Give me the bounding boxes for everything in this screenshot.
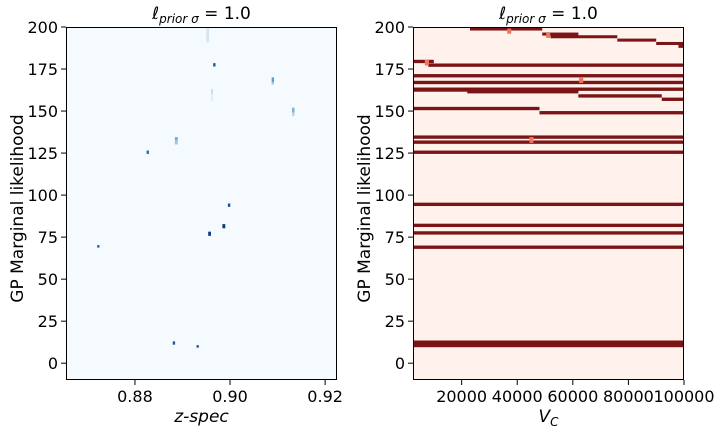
heatmap-highlight-1 <box>546 32 551 38</box>
x-axis-label-zspec: z-spec <box>173 407 229 427</box>
heatmap-band-2 <box>550 35 618 39</box>
x-tick-label: 40000 <box>492 387 543 406</box>
x-tick-label: 60000 <box>547 387 598 406</box>
heatmap-band-4 <box>656 41 684 45</box>
heatmap-highlight-0 <box>507 28 512 34</box>
heatmap-cell-0 <box>206 27 210 43</box>
y-tick-label: 0 <box>395 354 405 373</box>
y-tick-label: 175 <box>374 60 405 79</box>
heatmap-panel-vc: 20000 40000 60000 80000 100000 0 25 50 75 100 125… <box>355 4 715 429</box>
heatmap-cell-4 <box>211 89 213 95</box>
heatmap-band-15 <box>413 106 540 111</box>
heatmap-panel-zspec: 0.88 0.90 0.92 0 25 50 75 100 125 150 175 200 ℓpri… <box>8 4 343 427</box>
y-tick-label: 75 <box>385 228 405 247</box>
heatmap-highlight-4 <box>529 137 534 143</box>
y-tick-label: 100 <box>374 186 405 205</box>
y-tick-label: 50 <box>385 270 405 289</box>
y-tick-label: 25 <box>385 312 405 331</box>
heatmap-cell-6 <box>292 107 295 113</box>
heatmap-cell-9 <box>174 140 178 145</box>
x-tick-label: 0.90 <box>212 387 248 406</box>
heatmap-band-21 <box>413 223 684 228</box>
y-axis-ticks-zspec: 0 25 50 75 100 125 150 175 200 <box>27 18 66 373</box>
heatmap-band-23 <box>413 245 684 249</box>
heatmap-highlight-2 <box>424 59 429 66</box>
heatmap-cell-1 <box>213 63 216 67</box>
y-axis-label-vc: GP Marginal likelihood <box>355 114 375 302</box>
axes-frame-zspec <box>66 27 337 380</box>
heatmap-band-9 <box>413 80 684 85</box>
heatmap-band-13 <box>578 94 662 98</box>
y-tick-label: 25 <box>38 312 58 331</box>
heatmap-cell-5 <box>211 94 213 101</box>
heatmap-cell-8 <box>174 137 178 141</box>
heatmap-band-24 <box>413 340 684 348</box>
y-tick-label: 50 <box>38 270 58 289</box>
heatmap-band-3 <box>617 38 657 42</box>
heatmap-bands-vc <box>413 27 684 348</box>
x-tick-label: 100000 <box>653 387 714 406</box>
heatmap-cell-14 <box>97 245 100 248</box>
heatmap-band-1 <box>542 32 579 36</box>
heatmap-band-12 <box>467 90 579 94</box>
heatmap-band-0 <box>469 27 543 31</box>
heatmap-band-20 <box>413 202 684 207</box>
heatmap-cell-10 <box>146 150 149 154</box>
heatmap-band-17 <box>413 135 684 139</box>
x-axis-ticks-zspec: 0.88 0.90 0.92 <box>117 380 343 406</box>
y-tick-label: 150 <box>27 102 58 121</box>
heatmap-band-16 <box>539 111 684 115</box>
heatmap-band-7 <box>428 63 684 67</box>
heatmap-band-19 <box>413 150 684 154</box>
heatmap-band-6 <box>413 59 434 64</box>
plot-area-zspec <box>66 27 337 380</box>
x-tick-label: 0.88 <box>117 387 153 406</box>
heatmap-band-10 <box>413 87 684 91</box>
y-tick-label: 150 <box>374 102 405 121</box>
heatmap-cell-16 <box>196 345 199 348</box>
heatmap-band-11 <box>413 88 468 92</box>
axes-frame-vc <box>413 27 684 380</box>
heatmap-band-18 <box>413 140 684 144</box>
x-tick-label: 20000 <box>436 387 487 406</box>
heatmap-band-8 <box>413 74 684 78</box>
x-axis-ticks-vc: 20000 40000 60000 80000 100000 <box>436 380 715 406</box>
x-axis-label-vc: VC <box>538 407 559 429</box>
heatmap-cell-12 <box>222 224 226 229</box>
y-tick-label: 200 <box>27 18 58 37</box>
heatmap-cell-13 <box>208 231 212 236</box>
heatmap-cells-zspec <box>97 27 295 348</box>
chart-title-vc: ℓprior σ = 1.0 <box>498 4 598 26</box>
x-tick-label: 80000 <box>603 387 654 406</box>
y-axis-label-zspec: GP Marginal likelihood <box>8 114 28 302</box>
heatmap-band-14 <box>661 97 684 101</box>
y-tick-label: 200 <box>374 18 405 37</box>
y-tick-label: 100 <box>27 186 58 205</box>
heatmap-highlight-3 <box>579 77 584 83</box>
y-axis-ticks-vc: 0 25 50 75 100 125 150 175 200 <box>374 18 413 373</box>
heatmap-cell-11 <box>227 203 231 207</box>
heatmap-band-22 <box>413 231 684 235</box>
heatmap-cell-15 <box>172 341 176 345</box>
heatmap-cell-7 <box>292 112 295 117</box>
heatmap-cell-3 <box>271 82 275 85</box>
y-tick-label: 125 <box>27 144 58 163</box>
heatmap-band-5 <box>678 44 684 48</box>
y-tick-label: 125 <box>374 144 405 163</box>
heatmap-cell-2 <box>271 77 275 83</box>
x-tick-label: 0.92 <box>307 387 343 406</box>
chart-title-zspec: ℓprior σ = 1.0 <box>151 4 251 26</box>
y-tick-label: 0 <box>48 354 58 373</box>
y-tick-label: 175 <box>27 60 58 79</box>
y-tick-label: 75 <box>38 228 58 247</box>
